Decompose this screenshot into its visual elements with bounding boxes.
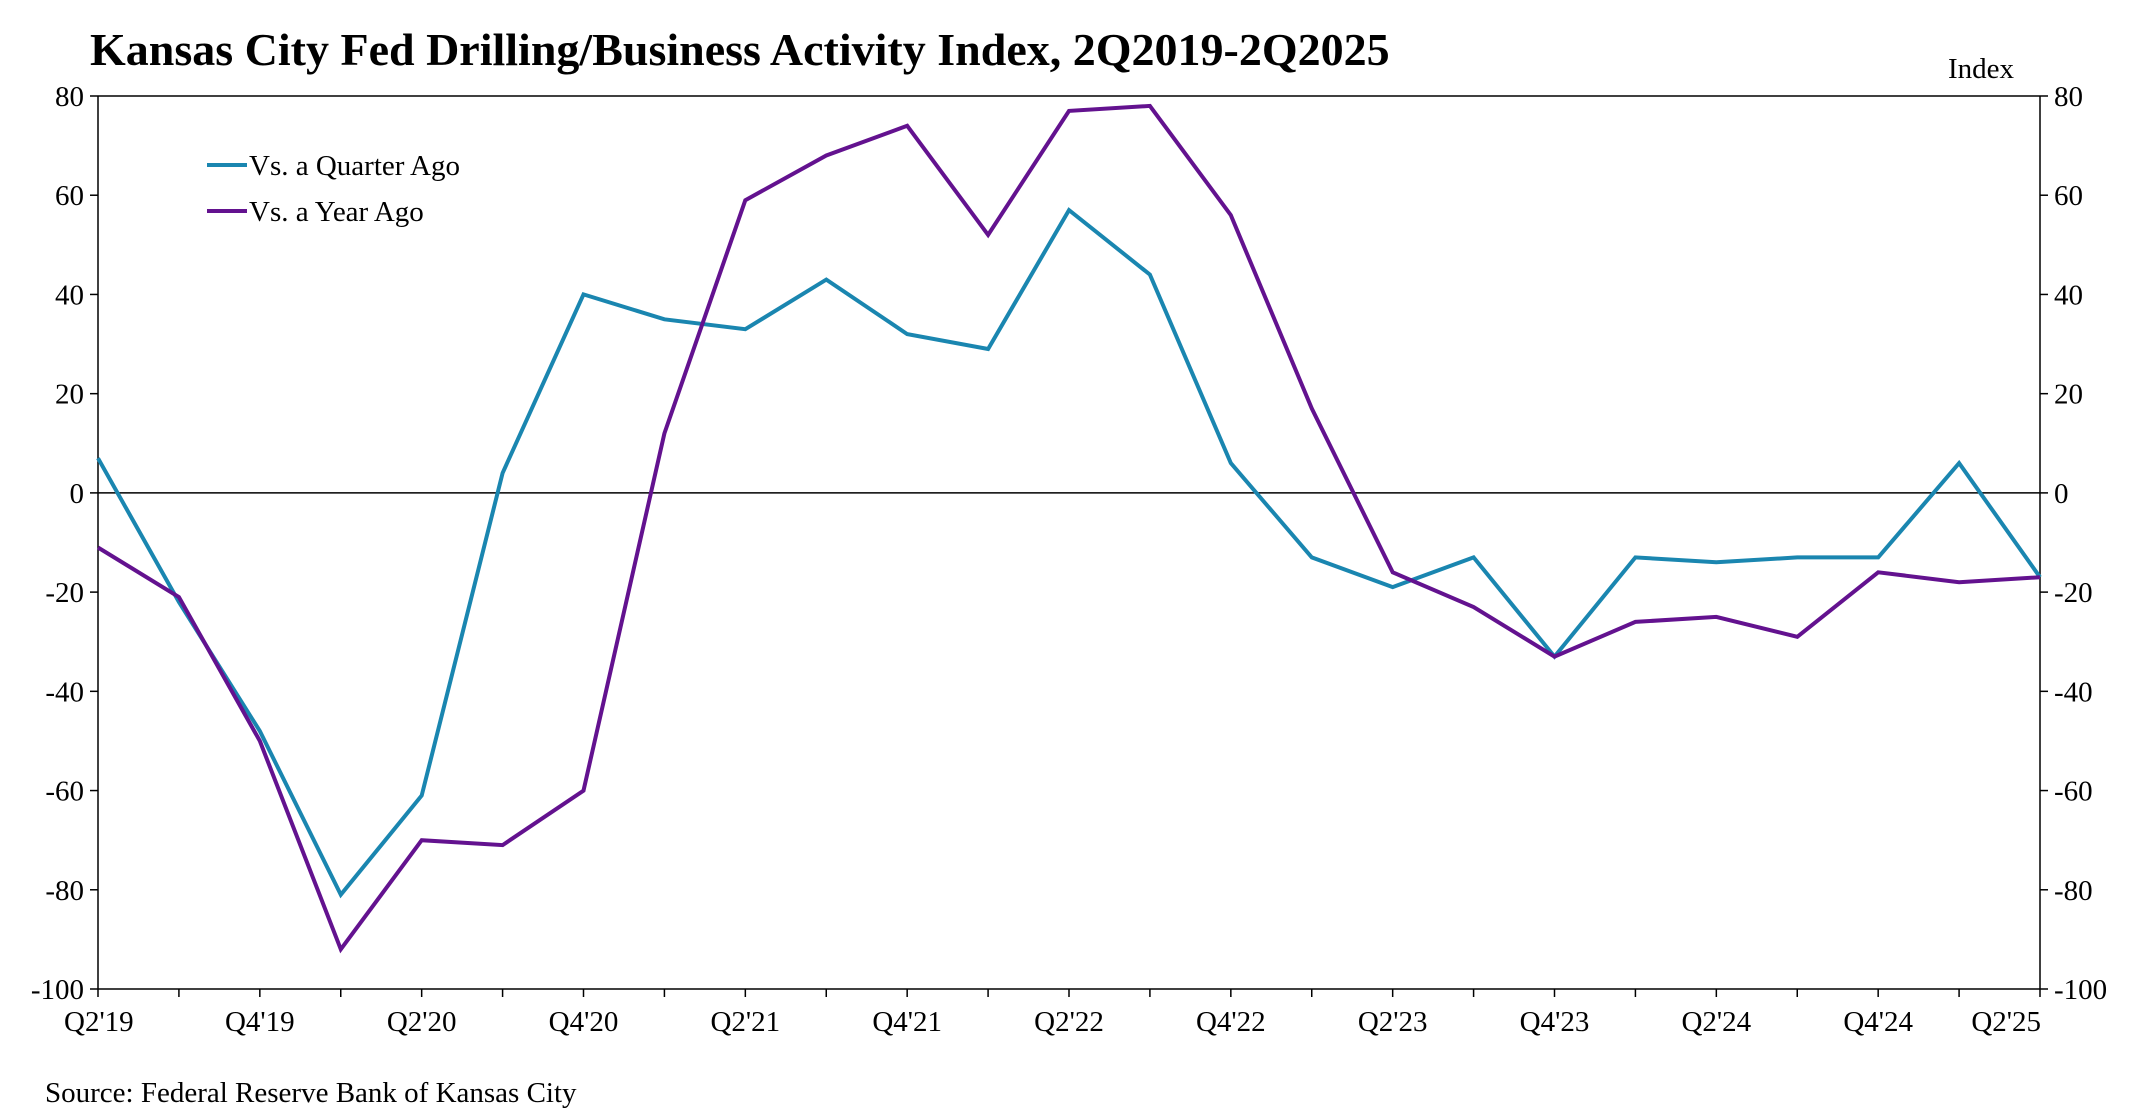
x-tick-label: Q2'21 [710, 1006, 780, 1038]
right-y-tick-label: -20 [2054, 577, 2093, 609]
left-y-tick-label: -20 [45, 577, 84, 609]
x-tick-label: Q4'20 [549, 1006, 619, 1038]
axes: 80 80 60 60 40 40 20 20 0 0 -20 -20 -40 -40 -60 -60 -80 -… [31, 81, 2107, 1038]
right-y-tick-label: 60 [2054, 180, 2083, 212]
left-y-tick-label: 20 [55, 379, 84, 411]
series-lines [96, 103, 2042, 954]
x-tick-label: Q2'25 [1971, 1006, 2041, 1038]
series-line-quarter-ago [96, 207, 2042, 899]
right-y-tick-label: 20 [2054, 379, 2083, 411]
right-y-tick-label: 0 [2054, 478, 2069, 510]
right-axis-unit-label: Index [1948, 53, 2015, 85]
source-note: Source: Federal Reserve Bank of Kansas C… [45, 1077, 577, 1109]
right-y-tick-label: -100 [2054, 974, 2107, 1006]
legend: Vs. a Quarter Ago Vs. a Year Ago [207, 150, 460, 228]
x-tick-label: Q4'24 [1843, 1006, 1913, 1038]
left-y-tick-label: -80 [45, 875, 84, 907]
left-y-tick-label: -100 [31, 974, 84, 1006]
x-tick-label: Q2'24 [1681, 1006, 1751, 1038]
right-y-tick-label: 80 [2054, 81, 2083, 113]
right-y-tick-label: -60 [2054, 776, 2093, 808]
x-tick-label: Q4'23 [1520, 1006, 1590, 1038]
right-y-tick-label: -40 [2054, 676, 2093, 708]
left-y-tick-label: 0 [70, 478, 85, 510]
legend-label: Vs. a Quarter Ago [249, 150, 460, 182]
x-tick-label: Q2'20 [387, 1006, 457, 1038]
left-y-tick-label: 60 [55, 180, 84, 212]
x-tick-label: Q2'23 [1358, 1006, 1428, 1038]
left-y-tick-label: -60 [45, 776, 84, 808]
x-tick-label: Q2'19 [64, 1006, 134, 1038]
chart-title: Kansas City Fed Drilling/Business Activi… [90, 24, 1390, 75]
right-y-tick-label: 40 [2054, 279, 2083, 311]
legend-label: Vs. a Year Ago [249, 196, 424, 228]
left-y-tick-label: 80 [55, 81, 84, 113]
left-y-tick-label: 40 [55, 279, 84, 311]
x-tick-label: Q4'22 [1196, 1006, 1266, 1038]
series-line-year-ago [96, 103, 2041, 954]
x-tick-label: Q2'22 [1034, 1006, 1104, 1038]
x-tick-label: Q4'19 [225, 1006, 295, 1038]
x-tick-label: Q4'21 [872, 1006, 942, 1038]
left-y-tick-label: -40 [45, 676, 84, 708]
right-y-tick-label: -80 [2054, 875, 2093, 907]
